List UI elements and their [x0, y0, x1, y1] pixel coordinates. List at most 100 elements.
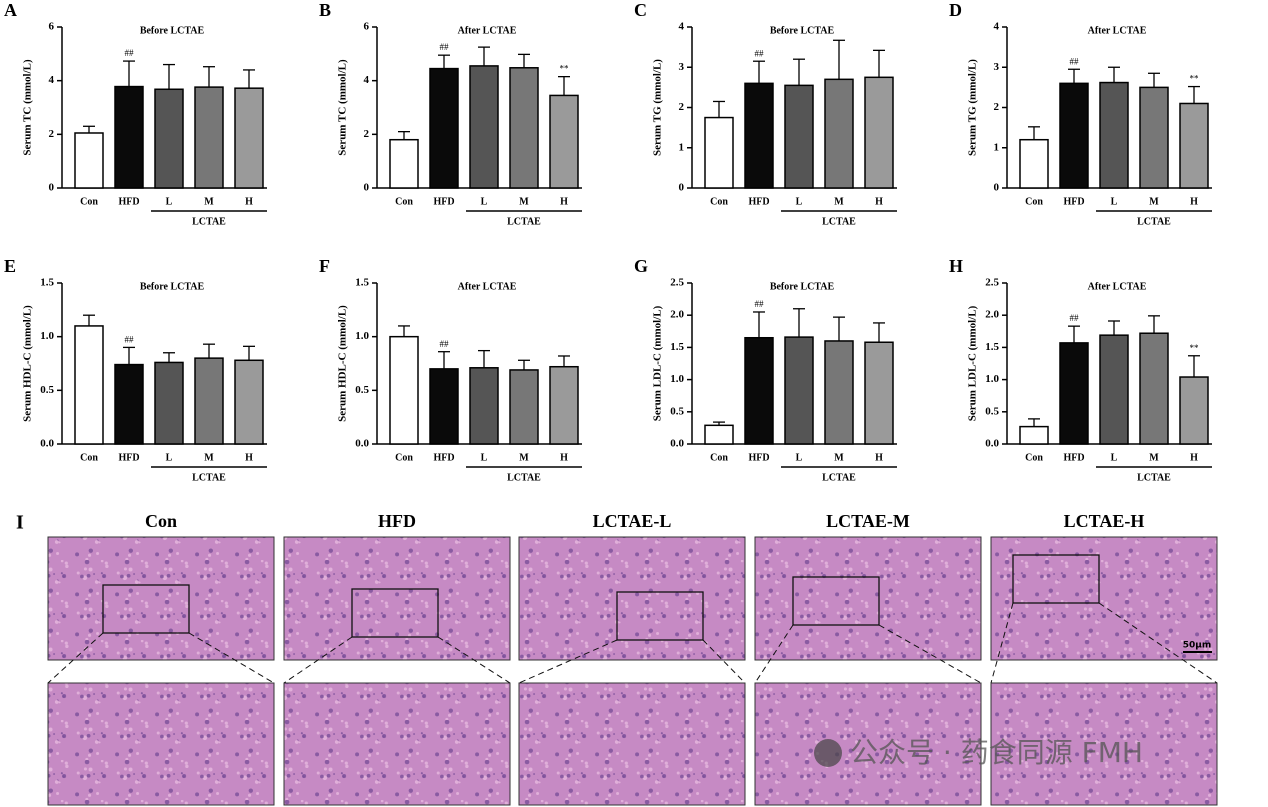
y-tick-label: 0.5: [985, 405, 999, 417]
bar: [744, 336, 774, 445]
y-tick-label: 1.5: [985, 341, 999, 353]
x-tick-label: H: [1190, 452, 1198, 463]
column-title: Con: [145, 511, 177, 531]
y-tick-label: 2.0: [670, 309, 684, 321]
y-tick-label: 1.0: [985, 373, 999, 385]
bar: [1099, 81, 1129, 189]
bar: [469, 367, 499, 445]
bar: [784, 84, 814, 189]
chart-title: After LCTAE: [1088, 281, 1147, 292]
x-tick-label: H: [560, 452, 568, 463]
panel-label: D: [949, 0, 962, 20]
x-tick-label: M: [1149, 196, 1159, 207]
x-tick-label: L: [796, 196, 803, 207]
chart-title: After LCTAE: [458, 25, 517, 36]
chart-title: Before LCTAE: [140, 25, 205, 36]
y-tick-label: 0.5: [40, 384, 54, 396]
bar: [389, 138, 419, 189]
x-tick-label: L: [481, 452, 488, 463]
bar: [1059, 342, 1089, 445]
significance-label: **: [560, 64, 570, 74]
x-tick-label: Con: [395, 196, 413, 207]
significance-label: ##: [755, 299, 765, 309]
bar: [1139, 86, 1169, 189]
bar: [1179, 376, 1209, 445]
y-tick-label: 0: [994, 182, 1000, 194]
x-tick-label: Con: [710, 452, 728, 463]
histology-zoom-image: [283, 682, 511, 806]
chart-title: Before LCTAE: [140, 281, 205, 292]
x-tick-label: HFD: [118, 452, 139, 463]
x-tick-label: L: [1111, 452, 1118, 463]
y-axis-label: Serum TC (mmol/L): [22, 59, 34, 156]
bar: [864, 341, 894, 445]
y-tick-label: 4: [994, 21, 1000, 33]
group-label: LCTAE: [822, 216, 856, 227]
bar: [784, 336, 814, 445]
column-title: LCTAE-M: [826, 511, 910, 531]
x-tick-label: Con: [80, 196, 98, 207]
zoom-connector: [754, 624, 794, 684]
bar: [114, 85, 144, 189]
x-tick-label: H: [560, 196, 568, 207]
histology-zoom-image: [518, 682, 746, 806]
y-tick-label: 1.0: [670, 373, 684, 385]
group-label: LCTAE: [822, 472, 856, 483]
bar: [864, 76, 894, 189]
x-tick-label: H: [875, 452, 883, 463]
watermark-icon: [814, 739, 842, 767]
bar: [234, 359, 264, 445]
column-title: HFD: [378, 511, 416, 531]
x-tick-label: H: [245, 452, 253, 463]
bar: [154, 88, 184, 189]
scale-bar-label: 50μm: [1183, 641, 1212, 651]
y-tick-label: 3: [994, 61, 1000, 73]
y-tick-label: 0: [679, 182, 685, 194]
histology-zoom-image: [754, 682, 982, 806]
significance-label: **: [1190, 343, 1200, 353]
significance-label: ##: [1070, 56, 1080, 66]
y-tick-label: 1: [994, 141, 1000, 153]
group-label: LCTAE: [1137, 472, 1171, 483]
bar: [194, 357, 224, 445]
group-label: LCTAE: [1137, 216, 1171, 227]
x-tick-label: M: [204, 196, 214, 207]
y-axis-label: Serum TG (mmol/L): [652, 59, 664, 156]
zoom-box: [616, 591, 704, 641]
zoom-connector: [702, 639, 746, 684]
y-tick-label: 4: [679, 21, 685, 33]
significance-label: ##: [440, 42, 450, 52]
x-tick-label: Con: [1025, 196, 1043, 207]
y-tick-label: 4: [49, 74, 55, 86]
y-tick-label: 1.5: [355, 277, 369, 289]
y-tick-label: 1.5: [670, 341, 684, 353]
y-axis-label: Serum TC (mmol/L): [337, 59, 349, 156]
x-tick-label: M: [519, 452, 529, 463]
bar: [549, 94, 579, 189]
x-tick-label: H: [875, 196, 883, 207]
group-label: LCTAE: [507, 216, 541, 227]
bar: [429, 67, 459, 189]
y-tick-label: 4: [364, 74, 370, 86]
histology-image: [518, 536, 746, 661]
x-tick-label: L: [166, 196, 173, 207]
x-tick-label: HFD: [1063, 452, 1084, 463]
y-tick-label: 2: [679, 101, 685, 113]
bar: [509, 369, 539, 445]
y-tick-label: 0.0: [670, 438, 684, 450]
significance-label: ##: [440, 339, 450, 349]
zoom-connector: [188, 632, 275, 684]
x-tick-label: L: [796, 452, 803, 463]
histology-zoom-image: [47, 682, 275, 806]
y-tick-label: 2: [994, 101, 1000, 113]
y-tick-label: 1.0: [355, 330, 369, 342]
panel-label: A: [4, 0, 17, 20]
zoom-connector: [1098, 602, 1218, 684]
bar: [824, 78, 854, 189]
x-tick-label: Con: [1025, 452, 1043, 463]
bar: [509, 67, 539, 189]
panel-label: F: [319, 256, 330, 276]
y-tick-label: 2.0: [985, 309, 999, 321]
x-tick-label: M: [204, 452, 214, 463]
